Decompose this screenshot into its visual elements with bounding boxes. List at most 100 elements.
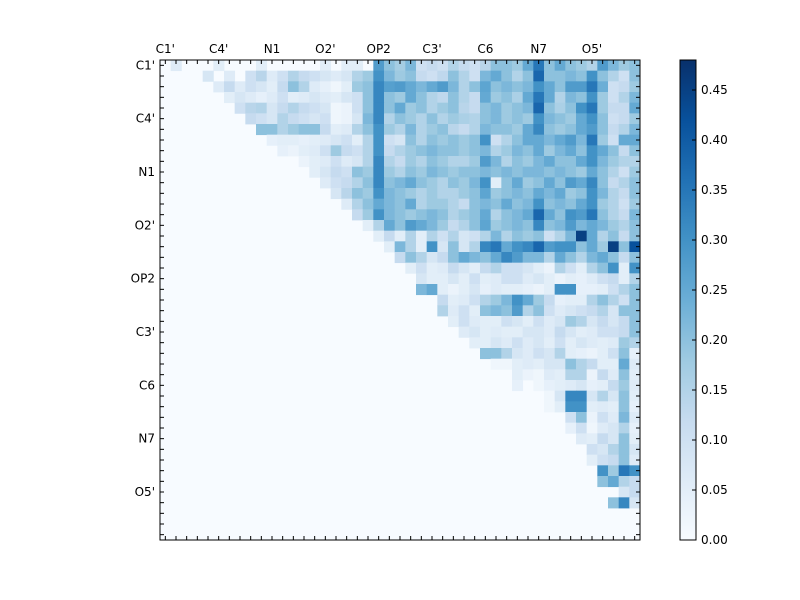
heatmap-cell bbox=[608, 156, 620, 168]
heatmap-cell bbox=[480, 326, 492, 338]
x-tick-label: OP2 bbox=[367, 42, 391, 56]
heatmap-cell bbox=[501, 92, 513, 104]
heatmap-cell bbox=[501, 81, 513, 93]
heatmap-cell bbox=[480, 113, 492, 125]
heatmap-cell bbox=[448, 102, 460, 114]
heatmap-cell bbox=[394, 156, 406, 168]
heatmap-cell bbox=[405, 156, 417, 168]
heatmap-cell bbox=[512, 60, 524, 72]
heatmap-cell bbox=[501, 262, 513, 274]
heatmap-cell bbox=[224, 92, 236, 104]
heatmap-cell bbox=[362, 220, 374, 232]
heatmap-cell bbox=[544, 230, 556, 242]
heatmap-cell bbox=[597, 273, 609, 285]
heatmap-cell bbox=[490, 220, 502, 232]
heatmap-cell bbox=[618, 145, 630, 157]
heatmap-cell bbox=[448, 81, 460, 93]
heatmap-cell bbox=[320, 102, 332, 114]
heatmap-cell bbox=[416, 220, 428, 232]
heatmap-cell bbox=[522, 113, 534, 125]
heatmap-cell bbox=[501, 145, 513, 157]
heatmap-cell bbox=[458, 252, 470, 264]
heatmap-cell bbox=[576, 380, 588, 392]
heatmap-cell bbox=[629, 401, 641, 413]
heatmap-cell bbox=[458, 294, 470, 306]
heatmap-cell bbox=[490, 81, 502, 93]
heatmap-cell bbox=[490, 166, 502, 178]
heatmap-cell bbox=[490, 358, 502, 370]
heatmap-cell bbox=[320, 81, 332, 93]
heatmap-cell bbox=[544, 60, 556, 72]
heatmap-cell bbox=[384, 198, 396, 210]
heatmap-cell bbox=[352, 177, 364, 189]
heatmap-cell bbox=[586, 358, 598, 370]
heatmap-cell bbox=[618, 262, 630, 274]
colorbar-tick-label: 0.20 bbox=[701, 333, 728, 347]
y-tick-label: O2' bbox=[135, 218, 155, 232]
heatmap-cell bbox=[384, 188, 396, 200]
heatmap-cell bbox=[458, 60, 470, 72]
heatmap-cell bbox=[384, 81, 396, 93]
heatmap-cell bbox=[597, 294, 609, 306]
heatmap-cell bbox=[576, 422, 588, 434]
heatmap-cell bbox=[544, 326, 556, 338]
heatmap-cell bbox=[629, 198, 641, 210]
heatmap-cell bbox=[330, 145, 342, 157]
heatmap-cell bbox=[320, 145, 332, 157]
heatmap-cell bbox=[565, 134, 577, 146]
heatmap-cell bbox=[373, 166, 385, 178]
heatmap-cell bbox=[501, 60, 513, 72]
heatmap-cell bbox=[234, 81, 246, 93]
heatmap-cell bbox=[586, 433, 598, 445]
heatmap-cell bbox=[426, 177, 438, 189]
heatmap-cell bbox=[533, 102, 545, 114]
heatmap-cell bbox=[565, 337, 577, 349]
heatmap-cell bbox=[618, 156, 630, 168]
heatmap-cell bbox=[597, 262, 609, 274]
heatmap-cell bbox=[576, 220, 588, 232]
heatmap-cell bbox=[629, 113, 641, 125]
heatmap-cell bbox=[309, 102, 321, 114]
heatmap-cell bbox=[629, 486, 641, 498]
heatmap-cell bbox=[618, 348, 630, 360]
heatmap-cell bbox=[458, 70, 470, 82]
heatmap-cell bbox=[405, 230, 417, 242]
heatmap-cell bbox=[469, 166, 481, 178]
heatmap-cell bbox=[416, 124, 428, 136]
heatmap-cell bbox=[458, 198, 470, 210]
heatmap-cell bbox=[618, 294, 630, 306]
heatmap-cell bbox=[405, 177, 417, 189]
heatmap-cell bbox=[352, 188, 364, 200]
heatmap-cell bbox=[544, 337, 556, 349]
heatmap-cell bbox=[384, 113, 396, 125]
heatmap-cell bbox=[341, 156, 353, 168]
heatmap-cell bbox=[490, 230, 502, 242]
heatmap-cell bbox=[608, 422, 620, 434]
heatmap-cell bbox=[533, 92, 545, 104]
heatmap-cell bbox=[341, 145, 353, 157]
heatmap-cell bbox=[437, 177, 449, 189]
heatmap-cell bbox=[352, 156, 364, 168]
colorbar-tick-label: 0.10 bbox=[701, 433, 728, 447]
heatmap-cell bbox=[533, 273, 545, 285]
heatmap-cell bbox=[554, 326, 566, 338]
heatmap-cell bbox=[394, 209, 406, 221]
heatmap-cell bbox=[490, 252, 502, 264]
heatmap-cell bbox=[597, 134, 609, 146]
heatmap-cell bbox=[597, 454, 609, 466]
heatmap-cell bbox=[490, 273, 502, 285]
heatmap-cell bbox=[522, 230, 534, 242]
heatmap-cell bbox=[394, 220, 406, 232]
heatmap-cell bbox=[522, 284, 534, 296]
heatmap-cell bbox=[512, 252, 524, 264]
heatmap-cell bbox=[384, 156, 396, 168]
heatmap-cell bbox=[618, 444, 630, 456]
heatmap-cell bbox=[224, 70, 236, 82]
heatmap-cell bbox=[522, 241, 534, 253]
heatmap-cell bbox=[490, 326, 502, 338]
x-tick-label: N7 bbox=[530, 42, 547, 56]
colorbar: 0.00 0.05 0.10 0.15 0.20 0.25 0.30 0.35 0.40 0.45 bbox=[679, 59, 728, 547]
heatmap-cell bbox=[224, 81, 236, 93]
heatmap-cell bbox=[458, 284, 470, 296]
heatmap-cell bbox=[501, 326, 513, 338]
